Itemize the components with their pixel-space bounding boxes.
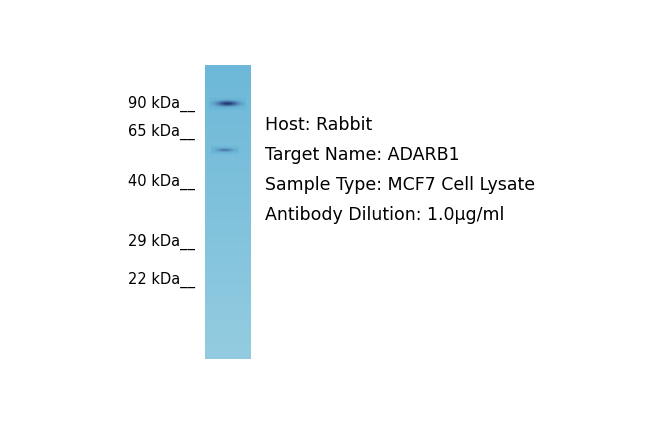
Text: Sample Type: MCF7 Cell Lysate: Sample Type: MCF7 Cell Lysate (265, 176, 535, 194)
Text: Host: Rabbit: Host: Rabbit (265, 116, 372, 134)
Text: 90 kDa__: 90 kDa__ (127, 96, 194, 112)
Text: 22 kDa__: 22 kDa__ (127, 272, 194, 288)
Text: 40 kDa__: 40 kDa__ (127, 174, 194, 190)
Text: Target Name: ADARB1: Target Name: ADARB1 (265, 146, 460, 164)
Text: 65 kDa__: 65 kDa__ (128, 124, 194, 140)
Text: Antibody Dilution: 1.0µg/ml: Antibody Dilution: 1.0µg/ml (265, 207, 504, 224)
Text: 29 kDa__: 29 kDa__ (127, 234, 194, 250)
